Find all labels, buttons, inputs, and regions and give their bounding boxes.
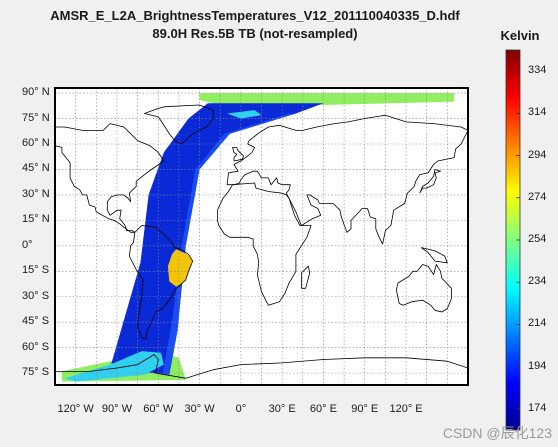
coastline-uk xyxy=(232,146,245,162)
coastline-eurasia xyxy=(226,114,468,245)
y-tick-label: 0° xyxy=(22,238,33,251)
coastline-north-america xyxy=(55,123,165,233)
x-tick-label: 60° E xyxy=(309,403,337,415)
colorbar-tick-label: 214 xyxy=(528,317,547,330)
x-tick-label: 90° W xyxy=(101,403,132,415)
colorbar-tick-label: 254 xyxy=(528,233,547,245)
hot-patch-brazil xyxy=(167,249,193,287)
coastline-africa xyxy=(216,182,312,306)
coastline-japan xyxy=(419,169,441,194)
y-tick-label: 75° S xyxy=(22,366,50,379)
colorbar-label: Kelvin xyxy=(500,28,540,43)
chart-title: AMSR_E_L2A_BrightnessTemperatures_V12_20… xyxy=(50,8,460,23)
coastline-australia xyxy=(395,264,452,313)
y-tick-label: 30° N xyxy=(22,187,50,200)
coastline-south-america xyxy=(128,225,194,340)
y-tick-label: 15° S xyxy=(22,264,50,277)
colorbar-tick-label: 174 xyxy=(528,401,547,414)
chart-subtitle: 89.0H Res.5B TB (not-resampled) xyxy=(152,26,358,41)
x-tick-label: 120° E xyxy=(389,403,423,415)
colorbar-tick-label: 334 xyxy=(528,64,547,77)
x-tick-label: 30° E xyxy=(268,403,296,415)
watermark: CSDN @辰化123 xyxy=(442,425,552,441)
y-tick-label: 45° S xyxy=(22,315,50,328)
polar-band-north xyxy=(199,93,455,105)
coastline-madagascar xyxy=(300,265,311,289)
y-tick-label: 45° N xyxy=(22,162,50,175)
colorbar-tick-label: 274 xyxy=(528,190,547,203)
colorbar-tick-label: 234 xyxy=(528,275,547,288)
map-frame xyxy=(54,87,469,386)
y-tick-label: 30° S xyxy=(22,289,50,302)
cyan-patch-north xyxy=(227,110,262,119)
x-tick-label: 120° W xyxy=(57,403,94,415)
y-tick-label: 75° N xyxy=(22,111,50,124)
x-tick-label: 90° E xyxy=(351,403,379,415)
y-tick-label: 60° N xyxy=(22,137,50,149)
x-tick-label: 30° W xyxy=(184,403,215,415)
coastline-antarctica xyxy=(55,354,468,379)
colorbar-tick-label: 194 xyxy=(528,359,547,372)
colorbar-tick-label: 294 xyxy=(528,148,547,161)
y-tick-label: 90° N xyxy=(22,86,50,99)
coastline-greenland xyxy=(144,104,214,145)
swath-edge xyxy=(162,113,296,375)
colorbar-tick-label: 314 xyxy=(528,106,547,119)
cyan-patch-south xyxy=(64,351,164,382)
x-tick-label: 60° W xyxy=(143,403,174,415)
coastline-new-guinea xyxy=(420,247,448,264)
y-tick-label: 15° N xyxy=(22,213,50,226)
x-tick-label: 0° xyxy=(235,403,247,415)
y-tick-label: 60° S xyxy=(22,340,50,353)
